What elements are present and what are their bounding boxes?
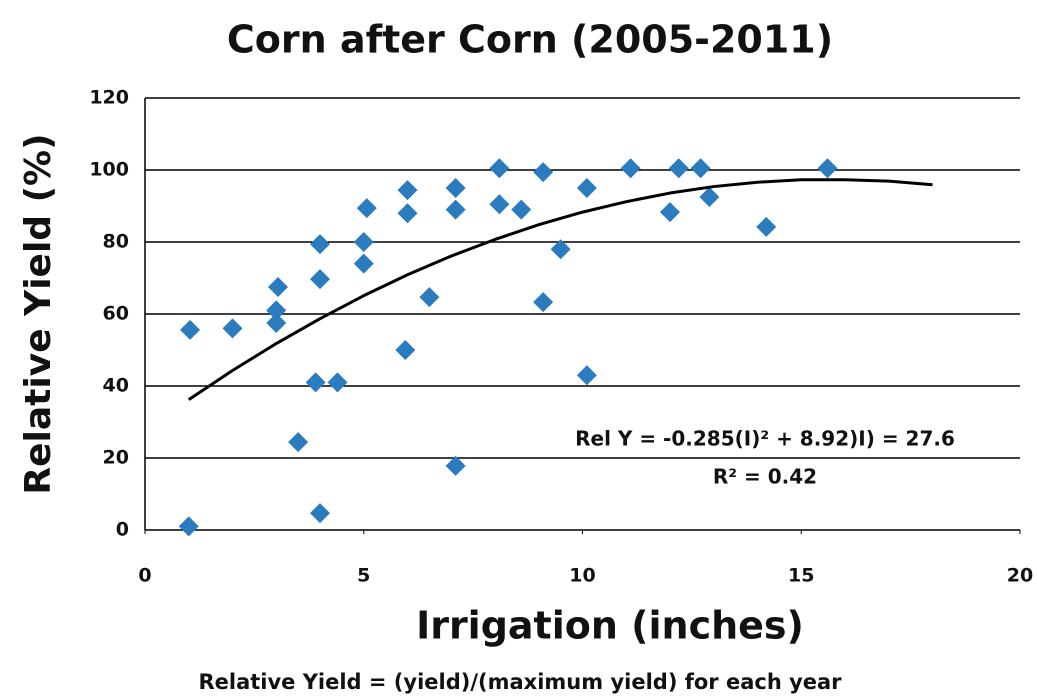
x-tick-label: 5 [357,565,370,587]
y-tick-label: 100 [89,159,129,181]
data-point [489,194,510,215]
data-point [266,300,287,321]
data-point [445,455,466,476]
trend-line [187,178,933,401]
data-point [511,199,532,220]
data-point [533,162,554,183]
data-point [353,253,374,274]
data-point [668,158,689,179]
data-point [445,178,466,198]
data-point [620,158,641,179]
data-point [576,178,597,198]
data-point [266,313,287,333]
x-tick-label: 20 [1007,565,1033,587]
data-point [356,198,377,219]
x-tick-label: 10 [569,565,595,587]
y-tick-label: 40 [103,375,129,397]
data-point [268,277,288,297]
y-tick-label: 120 [89,87,129,109]
data-point [310,234,330,255]
y-tick-label: 60 [103,303,129,325]
data-point [419,287,440,308]
y-tick-label: 80 [103,231,129,253]
data-point [397,180,418,201]
r-squared: R² = 0.42 [713,465,817,489]
y-tick-label: 0 [116,519,129,541]
data-point [660,202,680,223]
y-tick-label: 20 [103,447,129,469]
data-point [445,199,466,220]
data-point [395,340,416,360]
data-point [222,318,243,339]
data-point [489,158,510,179]
data-point [310,503,330,524]
data-point [353,232,374,252]
x-tick-label: 15 [788,565,814,587]
data-point [817,158,838,179]
x-axis-label: Irrigation (inches) [416,604,804,648]
x-tick-label: 0 [138,565,151,587]
data-point [533,292,554,313]
footnote: Relative Yield = (yield)/(maximum yield)… [198,670,842,694]
y-axis-label: Relative Yield (%) [18,133,59,494]
data-point [305,372,326,393]
data-point [288,432,309,453]
data-point [310,269,330,290]
data-point [690,158,711,179]
data-point [550,239,571,260]
data-point [397,203,418,224]
data-point [756,216,777,237]
chart-title: Corn after Corn (2005-2011) [227,18,833,62]
data-point [327,372,348,393]
equation: Rel Y = -0.285(I)² + 8.92)I) = 27.6 [575,427,955,451]
data-point [576,365,597,386]
data-point [180,319,201,340]
data-point [699,187,720,207]
data-point [178,516,199,537]
